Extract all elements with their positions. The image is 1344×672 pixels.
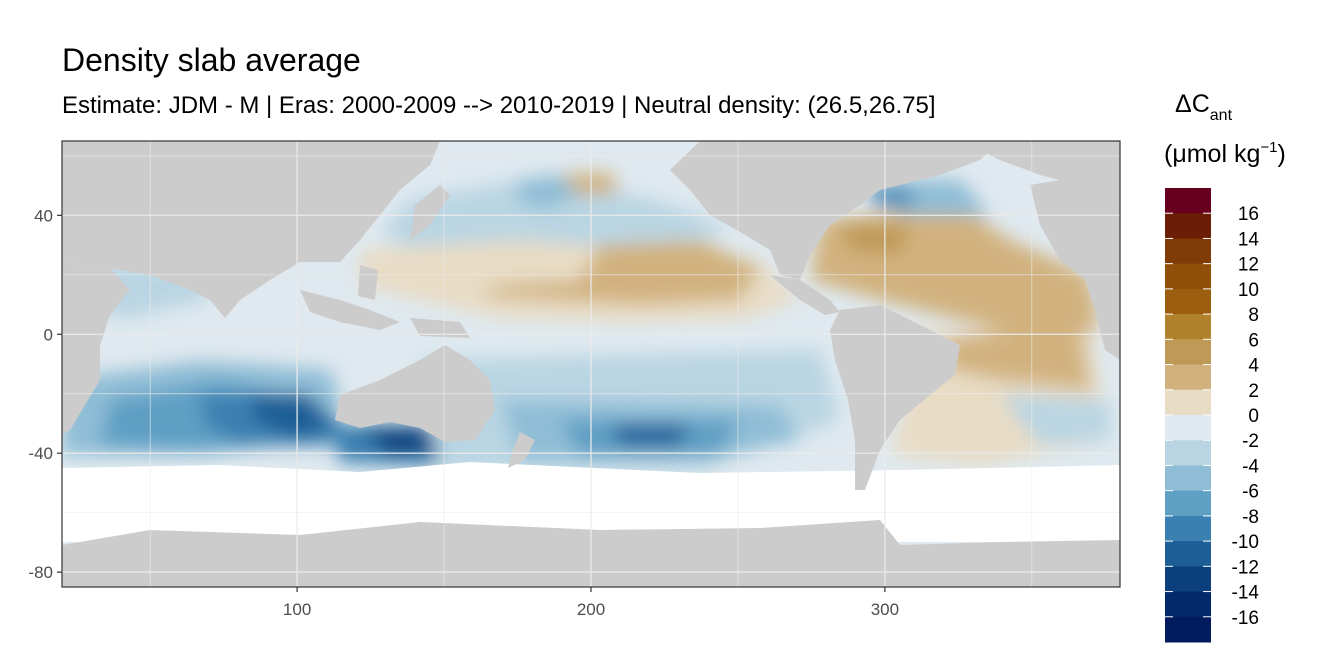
north-pacific-tan — [560, 172, 620, 196]
land-madagascar — [88, 360, 100, 392]
south-atlantic-tan-2 — [940, 320, 1090, 390]
legend-swatch — [1165, 213, 1211, 239]
y-tick-label: -80 — [28, 563, 53, 582]
x-tick-label: 100 — [283, 600, 311, 619]
legend-swatch — [1165, 238, 1211, 265]
land-greenland — [960, 141, 1120, 185]
legend-label: 2 — [1248, 381, 1259, 402]
y-tick-label: 0 — [44, 325, 53, 344]
legend-label: 0 — [1248, 406, 1259, 427]
legend-label: -4 — [1242, 456, 1259, 477]
legend-label: -8 — [1242, 507, 1259, 528]
legend-swatch — [1165, 364, 1211, 391]
legend-colorbar — [1165, 188, 1211, 643]
legend-label: -10 — [1232, 532, 1259, 553]
legend: ΔCant (μmol kg−1) 16 14 12 10 8 6 4 2 0 -2 -4 -6 -8 -… — [1164, 90, 1286, 643]
land-europe-africa — [1030, 170, 1120, 360]
legend-swatch — [1165, 566, 1211, 593]
land-japan — [410, 185, 450, 240]
y-axis: 40 0 -40 -80 — [28, 206, 62, 582]
legend-label: 4 — [1248, 356, 1259, 377]
legend-swatch — [1165, 389, 1211, 416]
legend-swatch — [1165, 339, 1211, 366]
legend-label: 8 — [1248, 305, 1259, 326]
north-pacific-blue-2 — [515, 175, 580, 210]
legend-swatch — [1165, 515, 1211, 542]
plot-panel — [62, 141, 1120, 587]
legend-swatch — [1165, 188, 1211, 214]
equatorial-pacific-tan-2 — [480, 240, 760, 305]
south-australia-core — [360, 428, 440, 455]
land-north-america — [670, 141, 1000, 280]
legend-swatch — [1165, 415, 1211, 441]
north-pacific-blue — [380, 180, 730, 255]
legend-label: -14 — [1232, 583, 1260, 604]
x-tick-label: 300 — [871, 600, 899, 619]
legend-swatch — [1165, 616, 1211, 643]
legend-label: 14 — [1238, 229, 1260, 250]
legend-label: 16 — [1238, 204, 1259, 225]
land-africa-east — [62, 262, 130, 435]
legend-label: -2 — [1242, 431, 1259, 452]
legend-swatch — [1165, 490, 1211, 517]
legend-swatch — [1165, 440, 1211, 466]
land-indonesia — [300, 290, 400, 330]
south-atlantic-blue — [1000, 395, 1110, 445]
south-pacific-core — [610, 425, 690, 445]
north-atlantic-tan-2 — [840, 225, 910, 255]
legend-swatch — [1165, 465, 1211, 492]
legend-label: 6 — [1248, 330, 1259, 351]
land-south-america — [830, 305, 960, 490]
land-asia — [62, 141, 440, 318]
legend-label: 10 — [1238, 280, 1259, 301]
legend-swatch — [1165, 263, 1211, 290]
y-tick-label: -40 — [28, 444, 53, 463]
legend-unit: (μmol kg−1) — [1164, 139, 1286, 168]
legend-swatch — [1165, 288, 1211, 315]
chart-title: Density slab average — [62, 42, 361, 78]
legend-title: ΔCant — [1175, 90, 1233, 124]
legend-swatch — [1165, 314, 1211, 340]
x-axis: 100 200 300 — [283, 587, 899, 619]
land-new-zealand — [508, 432, 535, 468]
legend-swatch — [1165, 591, 1211, 618]
legend-labels: 16 14 12 10 8 6 4 2 0 -2 -4 -6 -8 -10 -12 -14 -16 — [1165, 204, 1259, 629]
field-layer — [62, 172, 1110, 470]
legend-label: 12 — [1238, 255, 1259, 276]
land-philippines — [358, 265, 378, 300]
southern-indian-core — [250, 395, 330, 438]
legend-swatch — [1165, 541, 1211, 567]
land-central-america — [770, 275, 840, 315]
legend-label: -16 — [1232, 608, 1259, 629]
y-tick-label: 40 — [34, 206, 53, 225]
land-new-guinea — [410, 318, 470, 338]
chart-subtitle: Estimate: JDM - M | Eras: 2000-2009 --> … — [62, 92, 936, 119]
labrador-blue — [870, 190, 915, 205]
x-tick-label: 200 — [577, 600, 605, 619]
grid-lines — [62, 141, 1120, 587]
legend-label: -6 — [1242, 482, 1259, 503]
legend-label: -12 — [1232, 557, 1259, 578]
